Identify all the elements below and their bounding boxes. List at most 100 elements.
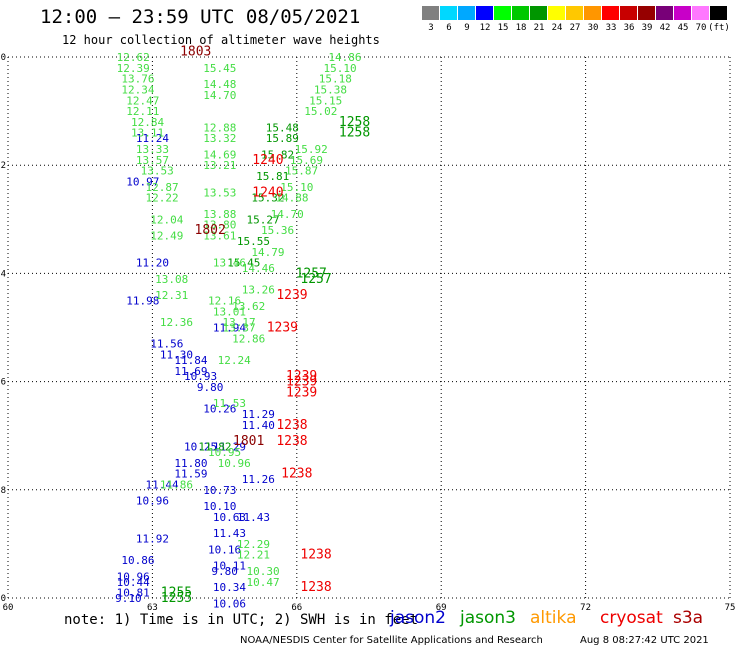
wave-height-label: 15.82 (261, 148, 294, 161)
wave-height-label: 13.37 (222, 322, 255, 335)
wave-height-label: 9.80 (197, 381, 224, 394)
wave-height-label: 11.29 (242, 408, 275, 421)
y-tick-label: -26 (0, 378, 6, 388)
scale-swatch (674, 6, 691, 20)
wave-height-label: 11.98 (126, 294, 159, 307)
wave-height-label: 10.10 (203, 500, 236, 513)
wave-height-label: 11.56 (150, 338, 183, 351)
scale-swatch (656, 6, 673, 20)
wave-height-label: 11.43 (213, 527, 246, 540)
wave-height-label: 10.25 (184, 441, 217, 454)
wave-height-label: 11.26 (242, 473, 275, 486)
scale-label: 6 (446, 23, 452, 33)
y-tick-label: -30 (0, 594, 6, 604)
wave-height-label: 13.46 (213, 257, 246, 270)
scale-label: 27 (569, 23, 581, 33)
track-time-label: 1238 (281, 467, 312, 482)
wave-height-label: 9.10 (115, 592, 142, 605)
x-tick-label: 75 (725, 603, 736, 613)
legend-jason2: jason2 (390, 608, 446, 628)
track-time-label: 1255 (161, 591, 192, 606)
wave-height-label: 13.88 (203, 208, 236, 221)
wave-height-label: 13.17 (222, 316, 255, 329)
wave-height-label: 12.16 (208, 294, 241, 307)
scale-label: 21 (533, 23, 545, 33)
track-time-label: 1258 (339, 126, 370, 141)
wave-height-label: 13.21 (203, 159, 236, 172)
scale-swatch (602, 6, 619, 20)
wave-height-label: 12.49 (150, 230, 183, 243)
scale-swatch (620, 6, 637, 20)
wave-height-label: 11.82 (198, 441, 231, 454)
track-time-label: 1257 (300, 272, 331, 287)
track-time-label: 1239 (286, 375, 317, 390)
wave-height-label: 12.22 (145, 192, 178, 205)
wave-height-label: 10.95 (208, 446, 241, 459)
wave-height-label: 10.96 (136, 495, 169, 508)
wave-height-label: 13.11 (131, 127, 164, 140)
scale-swatch (476, 6, 493, 20)
scale-swatch (566, 6, 583, 20)
scale-label: 30 (587, 23, 599, 33)
wave-height-label: 15.18 (319, 73, 352, 86)
wave-height-label: 13.26 (242, 284, 275, 297)
wave-height-label: 13.32 (203, 132, 236, 145)
x-tick-label: 72 (580, 603, 591, 613)
scale-swatch (638, 6, 655, 20)
wave-height-label: 11.43 (237, 511, 270, 524)
chart-title: 12:00 – 23:59 UTC 08/05/2021 (40, 6, 361, 28)
wave-height-label: 11.80 (174, 457, 207, 470)
wave-height-label: 10.96 (117, 570, 150, 583)
wave-height-label: 15.48 (266, 121, 299, 134)
wave-height-label: 13.01 (213, 305, 246, 318)
wave-height-label: 10.44 (117, 576, 150, 589)
wave-height-label: 13.57 (136, 154, 169, 167)
wave-height-label: 10.96 (218, 457, 251, 470)
wave-height-label: 13.53 (203, 186, 236, 199)
wave-height-label: 15.32 (251, 192, 284, 205)
scale-label: 36 (623, 23, 635, 33)
wave-height-label: 13.61 (203, 230, 236, 243)
scale-label: 33 (605, 23, 617, 33)
credit-line: NOAA/NESDIS Center for Satellite Applica… (240, 635, 543, 646)
track-time-label: 1239 (276, 288, 307, 303)
wave-height-label: 13.76 (121, 73, 154, 86)
wave-height-label: 13.08 (155, 273, 188, 286)
scale-swatch (584, 6, 601, 20)
wave-height-label: 10.06 (213, 597, 246, 610)
track-time-label: 1239 (286, 385, 317, 400)
wave-height-label: 12.62 (117, 51, 150, 64)
track-time-label: 1802 (195, 223, 226, 238)
wave-height-label: 10.11 (213, 560, 246, 573)
wave-height-label: 12.11 (126, 105, 159, 118)
wave-height-label: 11.59 (174, 468, 207, 481)
chart-subtitle: 12 hour collection of altimeter wave hei… (62, 33, 380, 47)
wave-height-label: 15.10 (324, 62, 357, 75)
wave-height-label: 15.38 (314, 83, 347, 96)
wave-height-label: 14.46 (242, 262, 275, 275)
wave-height-label: 15.87 (285, 165, 318, 178)
wave-height-label: 15.45 (227, 257, 260, 270)
wave-height-label: 15.69 (290, 154, 323, 167)
wave-height-label: 11.40 (242, 419, 275, 432)
wave-height-label: 10.63 (213, 511, 246, 524)
generated-timestamp: Aug 8 08:27:42 UTC 2021 (580, 635, 709, 646)
wave-height-label: 12.86 (232, 332, 265, 345)
wave-height-label: 11.24 (136, 132, 169, 145)
wave-height-label: 12.34 (121, 83, 154, 96)
x-tick-label: 66 (291, 603, 302, 613)
wave-height-label: 15.27 (247, 213, 280, 226)
scale-label: 3 (428, 23, 434, 33)
wave-height-label: 14.79 (251, 246, 284, 259)
wave-height-label: 14.86 (328, 51, 361, 64)
scale-swatch (440, 6, 457, 20)
scale-label: 24 (551, 23, 563, 33)
scale-swatch (512, 6, 529, 20)
note-text: note: 1) Time is in UTC; 2) SWH is in fe… (64, 612, 419, 628)
legend-cryosat: cryosat (600, 608, 663, 628)
wave-height-label: 10.47 (247, 576, 280, 589)
track-time-label: 1240 (252, 153, 283, 168)
wave-height-label: 11.69 (174, 365, 207, 378)
wave-height-label: 13.33 (136, 143, 169, 156)
scale-swatch (530, 6, 547, 20)
